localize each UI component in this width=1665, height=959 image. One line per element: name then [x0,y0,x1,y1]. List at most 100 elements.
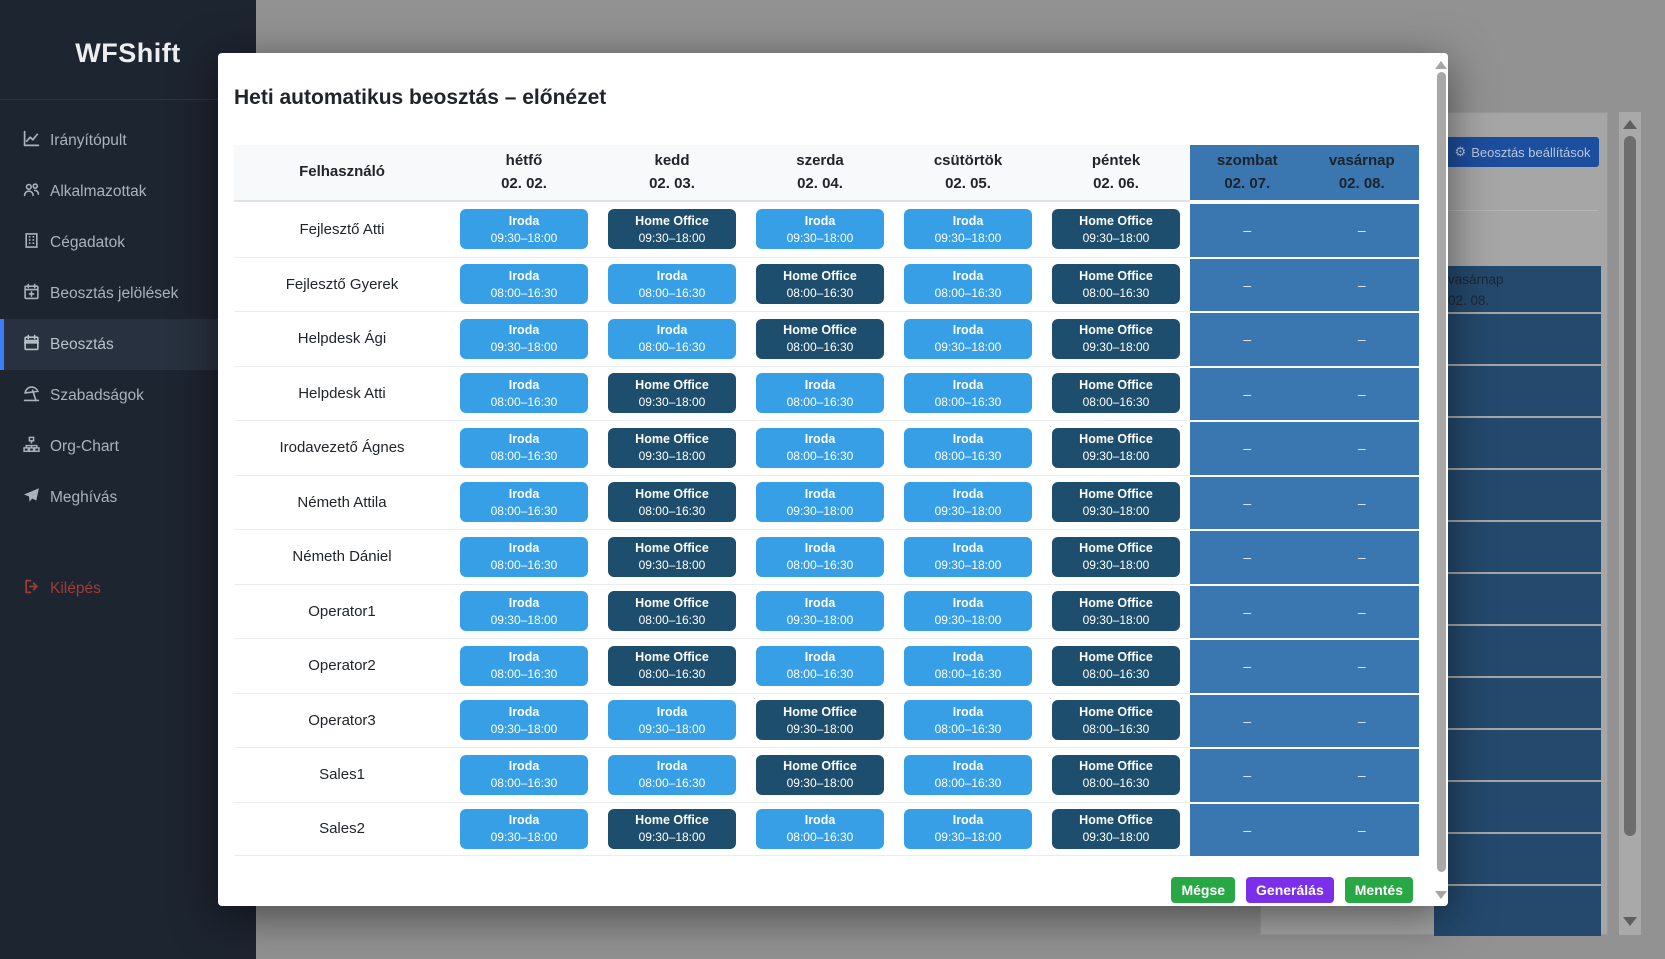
shift-chip: Home Office 09:30–18:00 [608,536,736,577]
save-button[interactable]: Mentés [1344,877,1413,903]
background-weekend-cell [1434,886,1601,936]
shift-time: 08:00–16:30 [786,394,854,409]
shift-cell: Home Office 08:00–16:30 [1042,256,1190,312]
shift-type: Home Office [635,432,709,447]
table-row: Fejlesztő Gyerek Iroda 08:00–16:30 Iroda 08… [234,256,1419,312]
user-name: Operator2 [234,638,450,693]
shift-chip: Iroda 08:00–16:30 [460,427,588,468]
shift-chip: Home Office 09:30–18:00 [608,373,736,414]
shift-time: 09:30–18:00 [786,612,854,627]
shift-time: 09:30–18:00 [934,612,1002,627]
user-name: Helpdesk Ági [234,311,450,366]
shift-time: 09:30–18:00 [490,340,558,355]
shift-chip: Iroda 08:00–16:30 [460,264,588,305]
sidebar-item-logout[interactable]: Kilépés [23,578,101,600]
sunday-empty-value: – [1357,222,1366,239]
shift-type: Iroda [804,432,836,447]
page-scrollbar-thumb[interactable] [1624,136,1636,836]
sidebar-item-employees[interactable]: Alkalmazottak [0,166,256,217]
shift-cell: Iroda 08:00–16:30 [450,529,598,584]
shift-time: 08:00–16:30 [786,830,854,845]
user-name: Helpdesk Atti [234,365,450,421]
sidebar-item-label: Alkalmazottak [50,182,147,200]
shift-cell: Iroda 08:00–16:30 [746,638,894,693]
modal-scroll-up-arrow[interactable] [1435,61,1447,69]
background-weekend-cell [1434,314,1601,364]
sidebar-item-company-data[interactable]: Cégadatok [0,217,256,268]
table-body: Fejlesztő Atti Iroda 09:30–18:00 Home Offi… [234,202,1419,856]
shift-time: 09:30–18:00 [1082,830,1150,845]
shift-chip: Home Office 09:30–18:00 [1052,808,1180,849]
day-name: hétfő [505,152,543,169]
saturday-empty-value: – [1243,821,1252,838]
page-scroll-up-arrow[interactable] [1623,120,1637,129]
shift-time: 08:00–16:30 [786,449,854,464]
column-header-saturday: szombat 02. 07. [1190,145,1305,200]
shift-chip: Iroda 09:30–18:00 [904,808,1032,849]
shift-time: 09:30–18:00 [490,612,558,627]
shift-cell: Iroda 08:00–16:30 [450,420,598,475]
cancel-button[interactable]: Mégse [1171,877,1236,903]
table-row: Irodavezető Ágnes Iroda 08:00–16:30 Home O… [234,420,1419,475]
schedule-settings-button[interactable]: ⚙ Beosztás beállítások [1446,137,1599,167]
shift-time: 09:30–18:00 [638,830,706,845]
saturday-empty-value: – [1243,658,1252,675]
shift-time: 08:00–16:30 [638,776,706,791]
shift-type: Iroda [952,323,984,338]
shift-cell: Iroda 08:00–16:30 [894,365,1042,421]
shift-cell: Home Office 09:30–18:00 [598,529,746,584]
background-weekend-cell [1434,834,1601,884]
shift-type: Home Office [1079,704,1153,719]
sunday-empty-value: – [1357,440,1366,457]
shift-type: Home Office [1079,323,1153,338]
day-name: péntek [1091,152,1141,169]
shift-chip: Iroda 09:30–18:00 [460,591,588,632]
shift-type: Iroda [952,650,984,665]
shift-type: Iroda [508,704,540,719]
user-name: Németh Dániel [234,529,450,584]
shift-type: Iroda [508,432,540,447]
sidebar-item-invite[interactable]: Meghívás [0,472,256,523]
shift-chip: Iroda 08:00–16:30 [756,373,884,414]
shift-time: 08:00–16:30 [934,285,1002,300]
modal-scroll-down-arrow[interactable] [1435,891,1447,899]
shift-type: Iroda [804,595,836,610]
modal-scrollbar-track[interactable] [1434,53,1448,906]
shift-time: 09:30–18:00 [786,776,854,791]
table-row: Németh Attila Iroda 08:00–16:30 Home Offic… [234,474,1419,529]
table-row: Helpdesk Atti Iroda 08:00–16:30 Home Offic… [234,365,1419,421]
shift-chip: Home Office 09:30–18:00 [1052,209,1180,250]
shift-chip: Home Office 08:00–16:30 [608,645,736,686]
shift-type: Iroda [952,377,984,392]
shift-chip: Iroda 08:00–16:30 [904,754,1032,795]
sidebar-item-schedule[interactable]: Beosztás [0,319,256,370]
sidebar-item-label: Cégadatok [50,233,125,251]
shift-type: Iroda [508,213,540,228]
shift-type: Home Office [1079,595,1153,610]
table-row: Németh Dániel Iroda 08:00–16:30 Home Offic… [234,529,1419,584]
shift-time: 08:00–16:30 [786,285,854,300]
shift-cell: Home Office 09:30–18:00 [746,747,894,802]
column-header-thursday: csütörtök 02. 05. [894,145,1042,202]
modal-scrollbar-thumb[interactable] [1437,72,1446,872]
logout-label: Kilépés [50,580,101,597]
weekend-cell: – – [1190,747,1419,802]
sidebar-item-vacations[interactable]: Szabadságok [0,370,256,421]
shift-type: Iroda [656,759,688,774]
generate-button[interactable]: Generálás [1246,877,1334,903]
page-scroll-down-arrow[interactable] [1623,917,1637,926]
column-header-weekend: szombat 02. 07. vasárnap 02. 08. [1190,145,1419,202]
shift-time: 09:30–18:00 [1082,230,1150,245]
sidebar-item-dashboard[interactable]: Irányítópult [0,115,256,166]
shift-chip: Iroda 08:00–16:30 [756,427,884,468]
background-weekend-cell [1434,366,1601,416]
shift-time: 09:30–18:00 [786,503,854,518]
shift-cell: Home Office 09:30–18:00 [1042,202,1190,257]
weekend-cell: – – [1190,474,1419,529]
sidebar-item-shift-marks[interactable]: Beosztás jelölések [0,268,256,319]
shift-time: 08:00–16:30 [490,285,558,300]
shift-type: Iroda [952,541,984,556]
shift-time: 09:30–18:00 [934,503,1002,518]
sidebar-item-org-chart[interactable]: Org-Chart [0,421,256,472]
sunday-empty-value: – [1357,603,1366,620]
